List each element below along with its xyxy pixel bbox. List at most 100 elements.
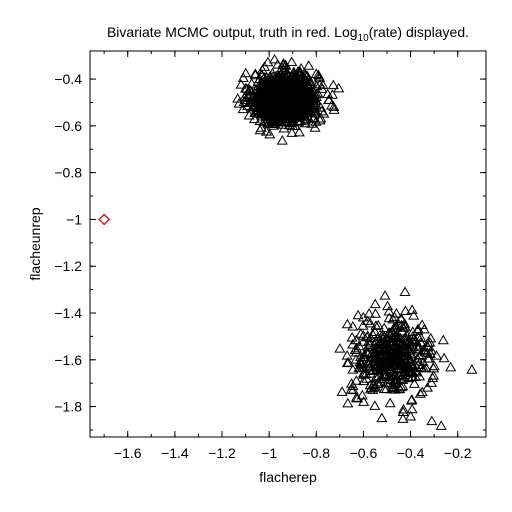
triangle-marker <box>405 348 417 359</box>
triangle-marker <box>249 107 261 118</box>
triangle-marker <box>406 304 418 314</box>
triangle-marker <box>428 360 440 371</box>
truth-point <box>98 213 111 226</box>
triangle-marker <box>299 117 311 128</box>
triangle-marker <box>421 340 434 351</box>
triangle-marker <box>305 91 317 102</box>
triangle-marker <box>312 69 324 80</box>
x-tick-label: −1.2 <box>208 445 236 461</box>
triangle-marker <box>265 89 277 99</box>
triangle-marker <box>288 105 300 115</box>
triangle-marker <box>269 80 281 90</box>
triangle-marker <box>282 77 294 87</box>
y-tick-label: −1.6 <box>54 352 82 368</box>
triangle-marker <box>269 53 281 64</box>
triangle-marker <box>376 332 389 342</box>
triangle-marker <box>427 370 440 380</box>
triangle-marker <box>257 104 269 114</box>
triangle-marker <box>257 81 270 92</box>
triangle-marker <box>372 378 384 389</box>
triangle-marker <box>282 116 294 127</box>
triangle-marker <box>438 352 450 363</box>
triangle-marker <box>378 368 390 379</box>
triangle-marker <box>430 350 443 360</box>
triangle-marker <box>232 93 244 103</box>
x-tick-label: −0.6 <box>350 445 378 461</box>
triangle-marker <box>254 124 266 135</box>
triangle-marker <box>334 343 346 353</box>
triangle-marker <box>327 79 339 90</box>
triangle-marker <box>369 400 381 410</box>
triangle-marker <box>407 341 419 352</box>
chart-title-main: Bivariate MCMC output, truth in red. Log <box>107 24 358 40</box>
x-tick-label: −1.6 <box>114 445 142 461</box>
triangle-marker <box>401 360 413 371</box>
triangle-marker <box>386 344 398 355</box>
data-points <box>232 53 478 430</box>
triangle-marker <box>305 105 317 115</box>
triangle-marker <box>415 332 427 342</box>
triangle-marker <box>237 103 249 114</box>
triangle-marker <box>358 349 370 359</box>
chart-title-suffix: (rate) displayed. <box>369 24 469 40</box>
triangle-marker <box>280 115 292 126</box>
triangle-marker <box>420 362 432 373</box>
triangle-marker <box>309 122 321 132</box>
triangle-marker <box>380 350 392 360</box>
chart-title: Bivariate MCMC output, truth in red. Log… <box>107 24 469 44</box>
triangle-marker <box>350 334 362 345</box>
triangle-marker <box>342 357 354 367</box>
triangle-marker <box>364 317 376 328</box>
triangle-marker <box>397 369 409 379</box>
triangle-marker <box>326 89 338 99</box>
triangle-marker <box>346 331 358 342</box>
triangle-marker <box>410 335 422 345</box>
triangle-marker <box>361 331 373 342</box>
triangle-marker <box>357 330 369 340</box>
triangle-marker <box>356 358 368 369</box>
triangle-marker <box>308 103 320 114</box>
triangle-marker <box>264 128 276 139</box>
triangle-marker <box>307 92 319 102</box>
triangle-marker <box>423 352 435 363</box>
triangle-marker <box>315 102 327 112</box>
x-tick-label: −0.2 <box>444 445 472 461</box>
triangle-marker <box>293 126 305 137</box>
triangle-marker <box>315 112 327 123</box>
triangle-marker <box>350 375 362 385</box>
y-tick-label: −1.4 <box>54 305 82 321</box>
triangle-marker <box>361 347 373 357</box>
triangle-marker <box>270 99 282 109</box>
triangle-marker <box>384 345 396 356</box>
triangle-marker <box>351 392 364 403</box>
triangle-marker <box>383 306 395 316</box>
x-tick-label: −1.4 <box>161 445 189 461</box>
triangle-marker <box>342 397 354 408</box>
triangle-marker <box>382 300 394 311</box>
triangle-marker <box>387 356 399 367</box>
triangle-marker <box>310 68 322 78</box>
y-tick-label: −0.8 <box>54 165 82 181</box>
triangle-marker <box>405 410 417 421</box>
triangle-marker <box>413 341 425 352</box>
triangle-marker <box>317 79 329 89</box>
y-axis-label: flacheunrep <box>27 207 43 280</box>
triangle-marker <box>241 83 253 93</box>
triangle-marker <box>435 420 447 430</box>
triangle-marker <box>276 72 288 82</box>
triangle-marker <box>336 386 348 396</box>
triangle-marker <box>416 386 428 397</box>
triangle-marker <box>384 327 396 337</box>
triangle-marker <box>406 365 418 376</box>
triangle-marker <box>388 365 400 376</box>
triangle-marker <box>395 381 407 392</box>
triangle-marker <box>246 97 258 107</box>
truth-diamond-marker <box>98 213 111 226</box>
triangle-marker <box>303 60 315 70</box>
triangle-marker <box>265 76 277 87</box>
triangle-marker <box>393 319 405 330</box>
y-tick-label: −1.8 <box>54 399 82 415</box>
x-tick-label: −1 <box>261 445 277 461</box>
triangle-marker <box>372 362 384 372</box>
y-tick-label: −1 <box>66 211 82 227</box>
